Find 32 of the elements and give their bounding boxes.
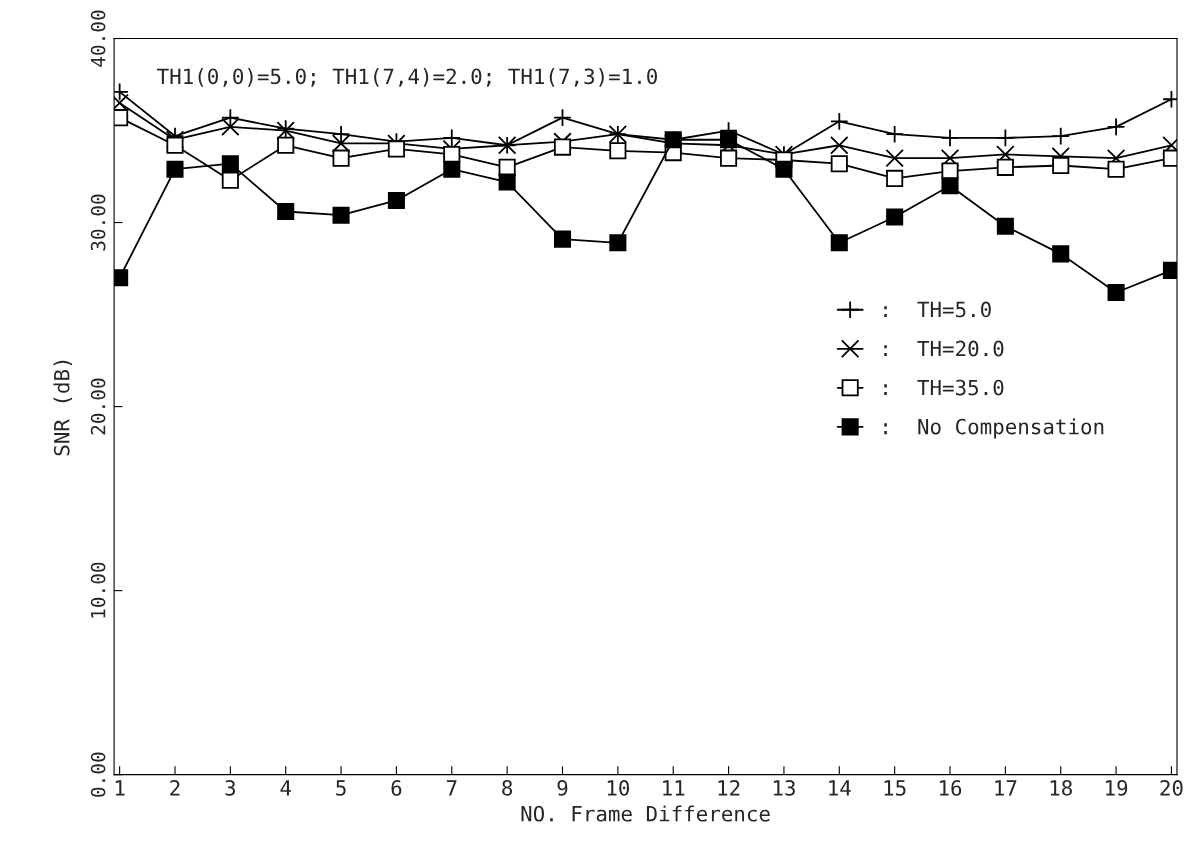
x-tick-label: 1 (115, 780, 125, 796)
x-tick-label: 18 (1050, 780, 1072, 796)
x-tick-label: 16 (939, 780, 962, 796)
legend-label: : No Compensation (884, 418, 1104, 439)
x-tick-label: 2 (170, 780, 180, 796)
y-tick-label: 20.00 (90, 378, 106, 435)
y-tick-label: 30.00 (90, 194, 106, 251)
x-tick-label: 3 (225, 780, 236, 796)
annotation: TH1(0,0)=5.0; TH1(7,4)=2.0; TH1(7,3)=1.0 (157, 68, 657, 87)
x-tick-label: 13 (773, 780, 795, 796)
x-tick-label: 15 (884, 780, 906, 796)
x-tick-label: 12 (718, 780, 740, 796)
y-tick-label: 0.00 (90, 752, 106, 797)
legend-label: : TH=5.0 (884, 301, 991, 318)
x-tick-label: 10 (607, 780, 630, 796)
x-tick-label: 5 (336, 780, 346, 796)
x-tick-label: 14 (829, 780, 851, 796)
y-axis-title: SNR (dB) (53, 360, 73, 456)
x-tick-label: 8 (502, 780, 513, 796)
legend-label: : TH=35.0 (884, 379, 1004, 396)
x-tick-label: 11 (663, 780, 685, 796)
x-tick-label: 17 (995, 780, 1017, 796)
y-tick-label: 40.00 (90, 10, 106, 67)
legend-label: : TH=20.0 (884, 340, 1004, 357)
y-tick-label: 10.00 (90, 562, 106, 618)
x-tick-label: 7 (446, 780, 457, 796)
x-axis-title: NO. Frame Difference (521, 805, 770, 822)
x-tick-label: 20 (1160, 780, 1183, 796)
x-tick-label: 9 (557, 780, 568, 796)
x-tick-label: 6 (391, 780, 402, 796)
x-tick-label: 19 (1106, 780, 1128, 796)
x-tick-label: 4 (280, 780, 291, 796)
